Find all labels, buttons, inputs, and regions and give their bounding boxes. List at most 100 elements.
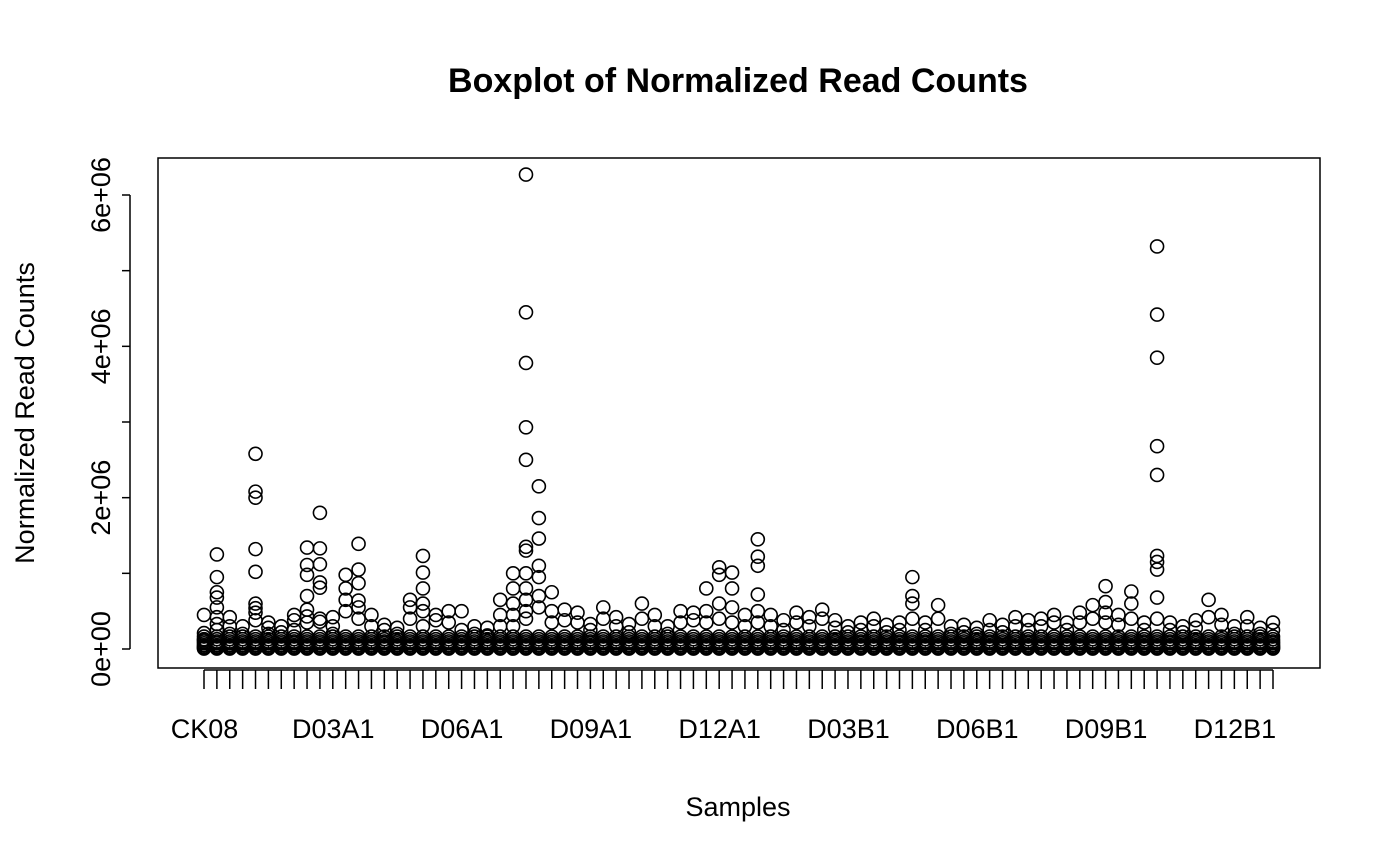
outlier-point [248,484,263,499]
outlier-point [686,605,701,620]
outlier-point [209,569,225,585]
outlier-point [1149,554,1165,570]
y-tick-label: 6e+06 [86,157,116,233]
y-tick-label: 2e+06 [86,460,116,536]
outlier-point [711,567,727,583]
outlier-point [1059,615,1075,630]
outlier-point [518,539,534,555]
outlier-point [647,607,663,623]
outlier-point [209,600,225,615]
outlier-point [531,569,547,585]
outlier-point [196,607,212,623]
outlier-point [917,615,933,630]
outlier-point [699,615,714,630]
outlier-point [351,536,366,552]
outlier-point [1149,350,1165,365]
outlier-point [531,531,547,546]
outlier-point [905,569,920,585]
outlier-point [531,600,547,615]
outlier-point [1149,562,1165,577]
outlier-point [364,607,379,623]
outlier-point [415,548,431,564]
outlier-point [402,592,418,608]
outlier-point [866,611,882,627]
outlier-point [312,541,328,556]
outlier-point [351,600,366,615]
outlier-point [1124,611,1139,627]
outlier-point [608,609,624,625]
outlier-point [312,614,328,630]
outlier-point [518,355,534,371]
outlier-point [518,592,534,608]
outlier-point [1033,611,1049,627]
outlier-point [299,588,315,604]
outlier-point [1098,578,1113,594]
outlier-point [724,600,740,615]
outlier-point [1265,615,1281,630]
outlier-point [1124,596,1139,611]
outlier-point [518,603,534,619]
outlier-point [1214,607,1229,623]
outlier-point [531,479,547,494]
outlier-point [261,615,276,630]
outlier-point [351,562,366,577]
outlier-point [518,452,534,468]
outlier-point [750,558,766,574]
outlier-point [1162,615,1178,630]
outlier-point [763,607,778,623]
outlier-point [1149,611,1165,627]
outlier-point [827,612,843,628]
outlier-point [634,611,650,627]
x-axis: CK08 D03A1 D06A1 D09A1 D12A1 D03B1 D06B1 D09B1 D… [171,669,1277,744]
outlier-point [789,605,804,620]
outlier-point [299,567,315,583]
x-tick-label: D12A1 [678,714,761,744]
outlier-point [544,584,560,600]
outlier-point [454,603,469,619]
outlier-point [1072,615,1088,630]
outlier-point [711,596,727,611]
outlier-point [248,564,263,580]
outlier-point [518,304,534,320]
x-tick-label: D03B1 [807,714,890,744]
outlier-point [750,531,766,547]
outlier-point [518,167,534,182]
outlier-point [634,596,650,611]
outlier-point [312,556,328,572]
outlier-point [699,581,714,596]
outlier-point [505,581,521,596]
outlier-point [750,587,766,602]
outlier-point [905,596,920,611]
outlier-point [415,596,431,611]
outlier-point [570,615,585,630]
outlier-point [905,611,920,627]
outlier-point [1201,609,1216,625]
outlier-point [518,419,534,435]
outlier-point [1149,239,1165,254]
outlier-point [711,611,727,627]
outlier-point [351,611,366,627]
x-tick-label: D06B1 [936,714,1019,744]
outlier-point [711,559,727,575]
outlier-point [248,541,263,557]
outlier-point [1046,607,1062,623]
outlier-point [1111,607,1126,623]
chart-title: Boxplot of Normalized Read Counts [448,62,1028,100]
outlier-point [853,615,869,630]
outlier-point [402,600,418,615]
outlier-point [518,581,534,596]
outlier-point [750,549,766,564]
outlier-point [724,565,740,580]
outlier-point [1149,438,1165,454]
outlier-point [1111,617,1126,633]
outlier-point [570,605,585,620]
x-tick-label: D12B1 [1194,714,1277,744]
outlier-point [209,590,225,605]
outlier-point [750,615,766,630]
outlier-point [1124,584,1139,599]
y-tick-label: 0e+00 [86,611,116,687]
outlier-point [686,612,701,628]
outlier-point [312,580,328,596]
outlier-point [338,581,353,596]
